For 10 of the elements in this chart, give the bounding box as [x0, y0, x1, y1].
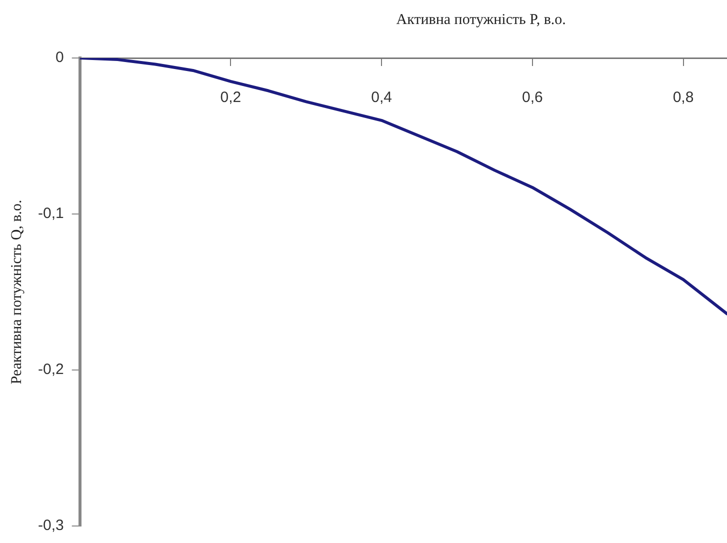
x-tick-label: 0,8	[672, 89, 694, 106]
x-tick-label: 0,2	[220, 89, 242, 106]
x-tick-label: 0,4	[371, 89, 392, 106]
x-axis-title: Активна потужність P, в.о.	[396, 12, 566, 28]
y-tick-label: -0,3	[38, 517, 64, 534]
y-axis-title: Реактивна потужність Q, в.о.	[8, 200, 25, 384]
y-tick-label: -0,1	[38, 205, 64, 222]
x-tick-label: 0,6	[522, 89, 543, 106]
y-tick-label: 0	[56, 49, 64, 66]
y-tick-label: -0,2	[38, 361, 64, 378]
